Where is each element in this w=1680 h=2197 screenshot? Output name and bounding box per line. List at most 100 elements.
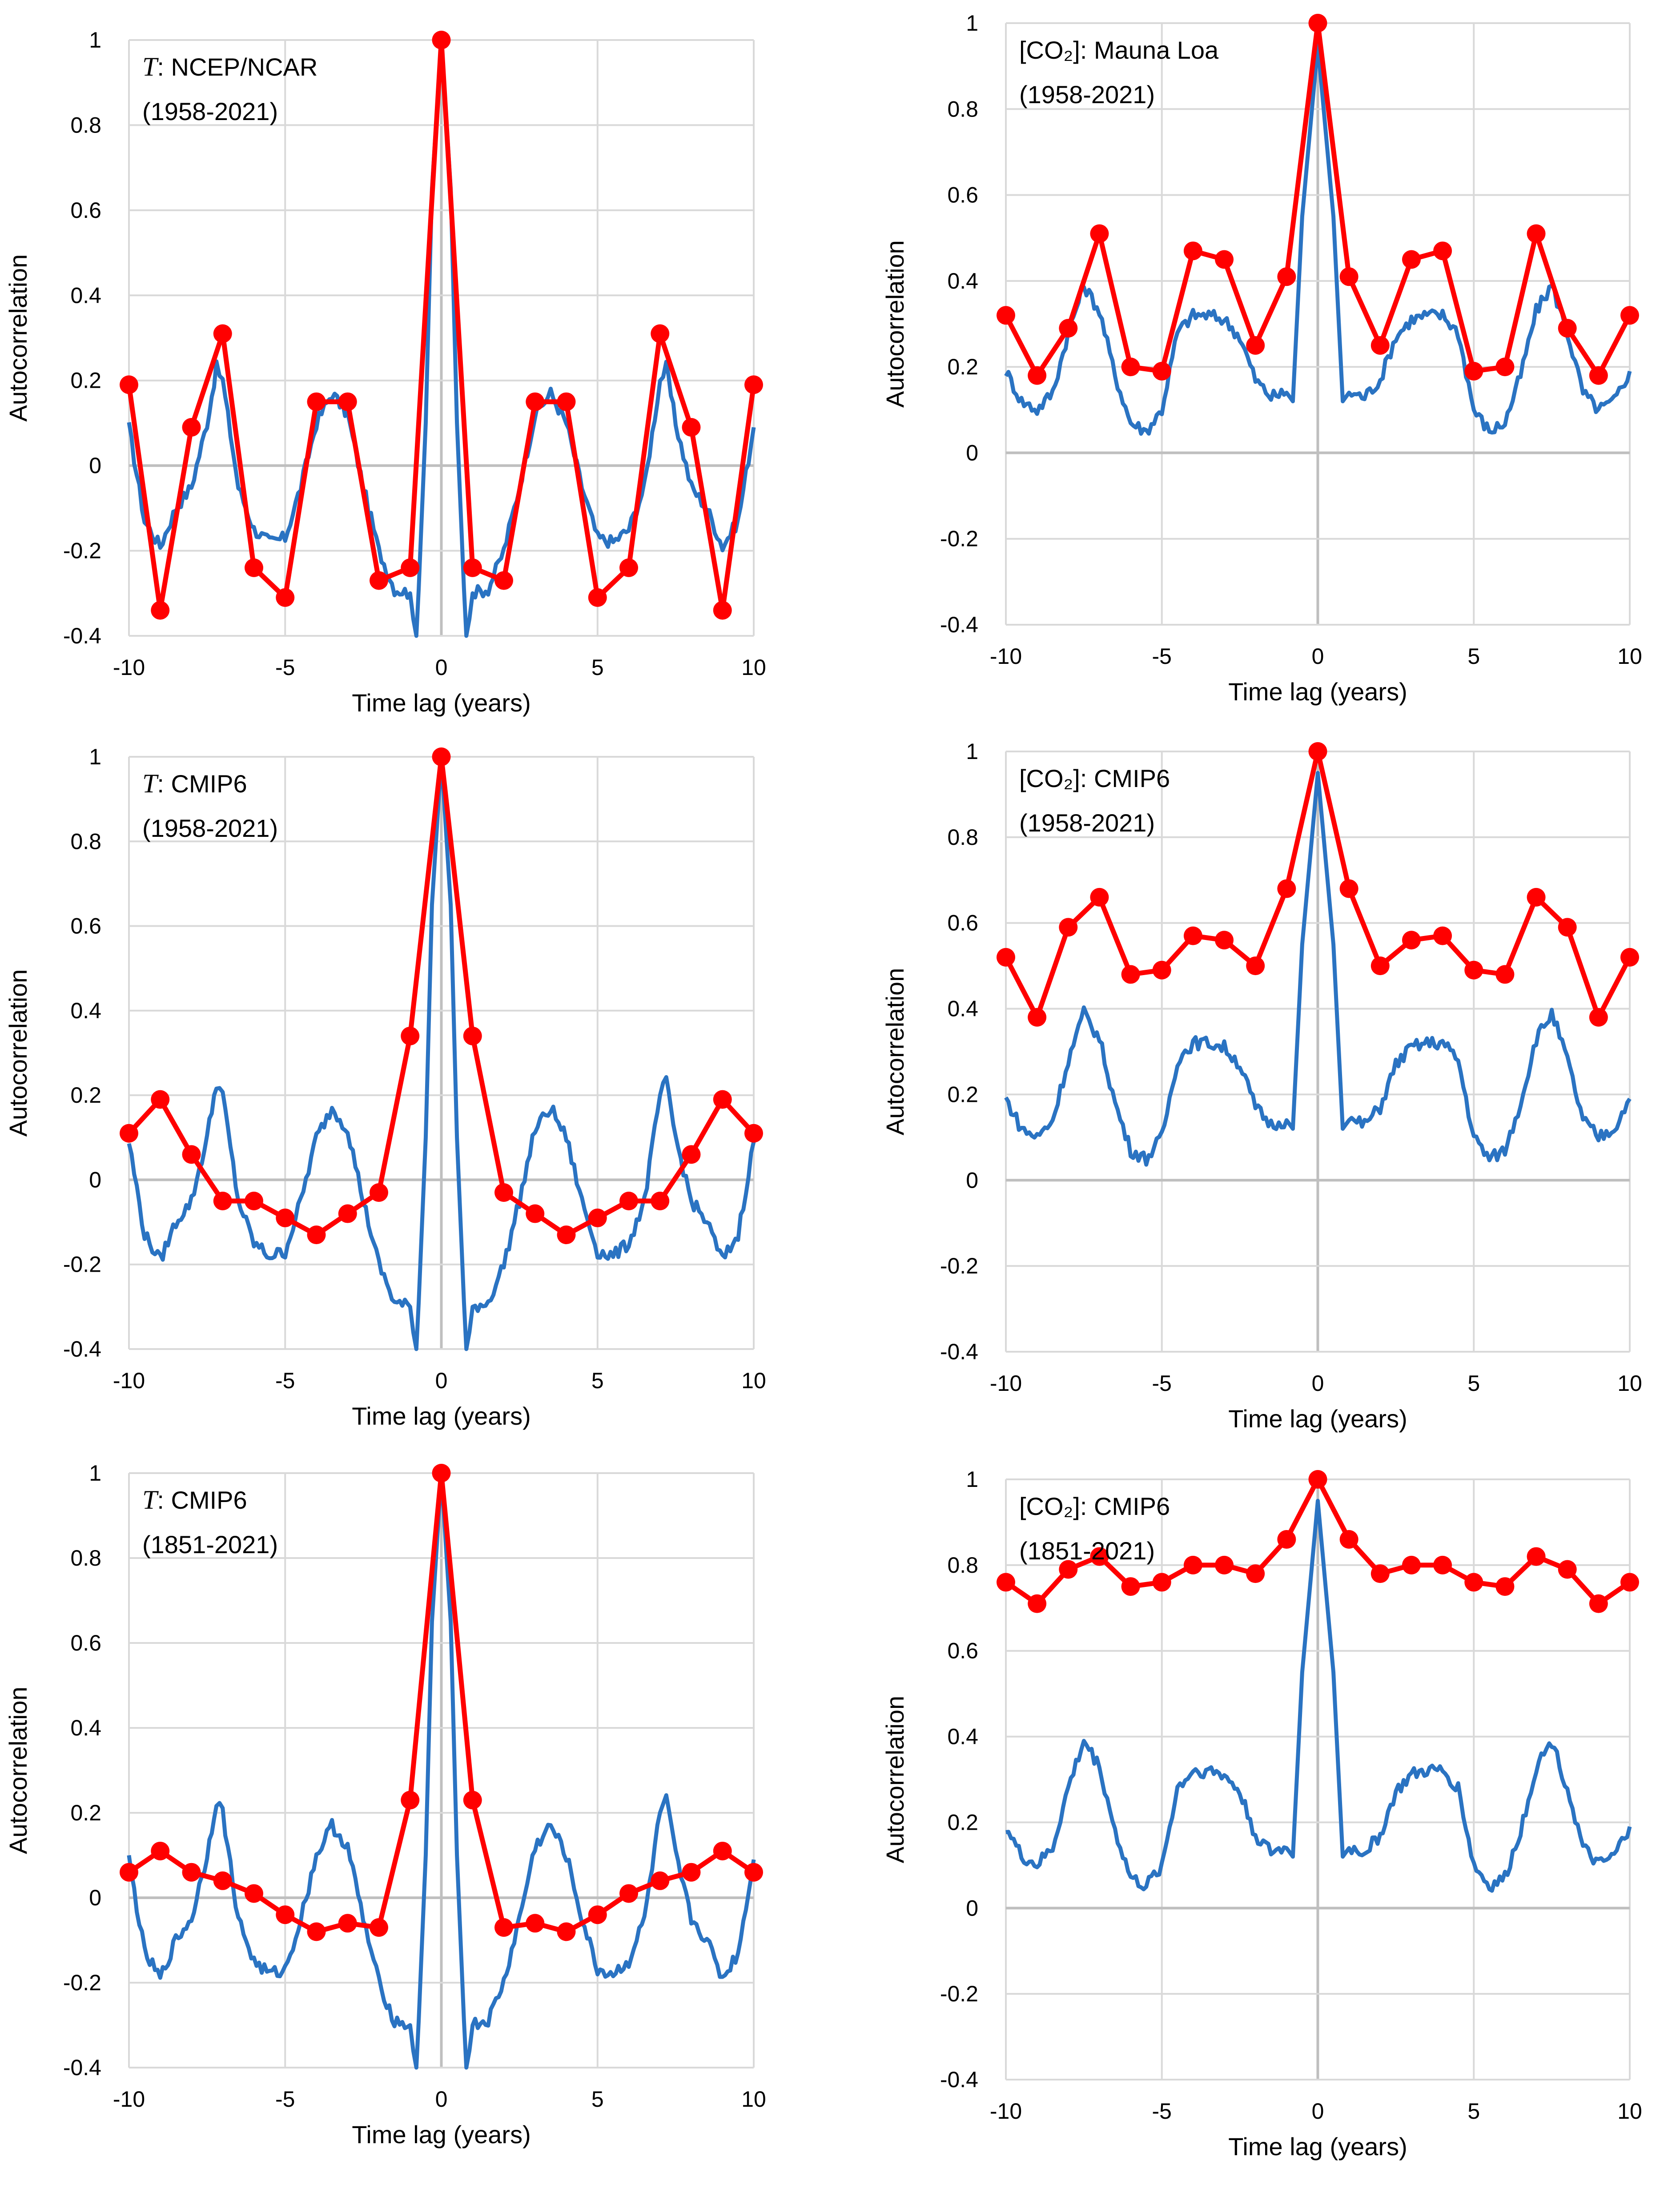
annual-point	[588, 588, 607, 607]
annual-point	[1059, 1560, 1078, 1579]
annual-point	[1183, 1555, 1202, 1574]
y-tick-label: 1	[89, 1461, 101, 1486]
panel-source: CMIP6	[171, 1486, 247, 1514]
annual-point	[526, 1914, 545, 1933]
x-tick-label: -10	[113, 1368, 145, 1393]
y-tick-label: 1	[966, 739, 978, 764]
annual-point	[370, 1183, 388, 1202]
x-tick-label: -10	[113, 655, 145, 680]
chart-top-right: -10 -5 0 5 10 1 0.8 0.6 0.4 0.2 0 -0.2 -0.4 Time lag …	[881, 11, 1642, 706]
series-annual	[997, 1470, 1639, 1613]
x-tick-label: -5	[1152, 2099, 1172, 2124]
panel-label: T: CMIP6	[142, 769, 247, 798]
annual-point	[1028, 366, 1047, 385]
annual-point	[557, 1922, 576, 1941]
x-tick-label: 10	[741, 2087, 766, 2112]
x-tick-label: -5	[275, 2087, 295, 2112]
annual-point	[151, 1090, 170, 1109]
annual-point	[1558, 319, 1577, 338]
panel-separator: :	[157, 770, 171, 798]
annual-point	[1620, 948, 1639, 967]
series-annual	[997, 14, 1639, 385]
annual-point	[307, 392, 326, 411]
annual-point	[1402, 931, 1421, 950]
panel-label: [CO₂]: Mauna Loa	[1019, 36, 1219, 64]
y-tick-label: 0	[966, 440, 978, 465]
series-monthly	[1004, 771, 1632, 1167]
annual-point	[1152, 361, 1171, 381]
annual-point	[370, 1918, 388, 1937]
y-tick-label: -0.2	[940, 526, 978, 551]
annual-point	[245, 1884, 263, 1903]
annual-point	[120, 1124, 138, 1143]
y-tick-label: 0.2	[70, 368, 101, 393]
annual-point	[245, 558, 263, 577]
y-tick-label: 1	[966, 11, 978, 36]
y-axis-title: Autocorrelation	[4, 254, 32, 422]
annual-point	[1059, 319, 1078, 338]
annual-point	[1339, 267, 1358, 286]
annual-point	[997, 948, 1015, 967]
annual-point	[1121, 965, 1140, 984]
annual-point	[1121, 357, 1140, 377]
annual-point	[1090, 888, 1109, 907]
panel-separator: :	[1080, 36, 1094, 64]
y-tick-label: 0.6	[70, 198, 101, 223]
y-tick-label: 0.2	[947, 354, 978, 379]
panel-source: CMIP6	[1094, 764, 1170, 792]
annual-point	[213, 1871, 232, 1890]
x-tick-label: -5	[1152, 1371, 1172, 1396]
annual-point	[1028, 1008, 1047, 1027]
y-tick-label: 0.2	[947, 1810, 978, 1835]
y-tick-label: 0	[89, 1885, 101, 1910]
annual-point	[1183, 241, 1202, 261]
y-tick-label: 0.8	[70, 829, 101, 854]
x-axis-title: Time lag (years)	[1228, 1405, 1407, 1433]
x-tick-label: 0	[1312, 644, 1324, 669]
annual-point	[1558, 1560, 1577, 1579]
annual-point	[1495, 357, 1515, 377]
annual-point	[526, 1204, 545, 1223]
x-tick-label: 5	[591, 2087, 604, 2112]
y-tick-label: -0.4	[940, 612, 978, 637]
y-tick-label: 0.4	[70, 1715, 101, 1740]
annual-point	[744, 1124, 763, 1143]
x-tick-label: 5	[591, 655, 604, 680]
y-tick-label: 0.8	[70, 112, 101, 137]
annual-point	[182, 1863, 201, 1882]
annual-point	[1339, 879, 1358, 898]
annual-point	[120, 1863, 138, 1882]
annual-point	[1121, 1577, 1140, 1596]
annual-point	[1620, 1573, 1639, 1592]
x-axis-title: Time lag (years)	[1228, 678, 1407, 706]
y-tick-label: 0.6	[947, 1639, 978, 1663]
y-tick-label: 0.2	[947, 1082, 978, 1107]
panel-period: (1958-2021)	[142, 814, 278, 842]
x-tick-label: 5	[591, 1368, 604, 1393]
annual-point	[1464, 1573, 1483, 1592]
annual-point	[276, 1905, 295, 1924]
x-tick-label: -10	[990, 2099, 1022, 2124]
y-tick-label: 0.6	[70, 1631, 101, 1655]
panel-separator: :	[157, 53, 171, 81]
y-tick-label: 0.8	[947, 96, 978, 121]
x-tick-label: 10	[741, 1368, 766, 1393]
annual-point	[213, 1192, 232, 1210]
annual-point	[432, 747, 451, 766]
panel-variable: T	[142, 52, 159, 81]
y-axis-title: Autocorrelation	[881, 968, 909, 1136]
annual-point	[1246, 956, 1265, 976]
annual-point	[182, 418, 201, 437]
y-tick-label: 0.4	[70, 283, 101, 308]
annual-point	[619, 1192, 638, 1210]
y-axis-title: Autocorrelation	[4, 1687, 32, 1854]
series-monthly	[1005, 1498, 1632, 1893]
annual-point	[651, 324, 670, 343]
panel-period: (1851-2021)	[1019, 1537, 1155, 1565]
annual-point	[1495, 965, 1515, 984]
annual-point	[120, 375, 138, 394]
panel-source: Mauna Loa	[1094, 36, 1219, 64]
panel-period: (1958-2021)	[142, 97, 278, 125]
annual-point	[182, 1145, 201, 1164]
x-tick-label: 5	[1467, 1371, 1480, 1396]
